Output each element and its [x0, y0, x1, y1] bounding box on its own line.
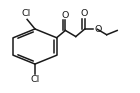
- Text: Cl: Cl: [30, 75, 40, 84]
- Text: O: O: [62, 11, 69, 20]
- Text: Cl: Cl: [21, 9, 31, 18]
- Text: O: O: [81, 9, 88, 18]
- Text: O: O: [94, 25, 102, 34]
